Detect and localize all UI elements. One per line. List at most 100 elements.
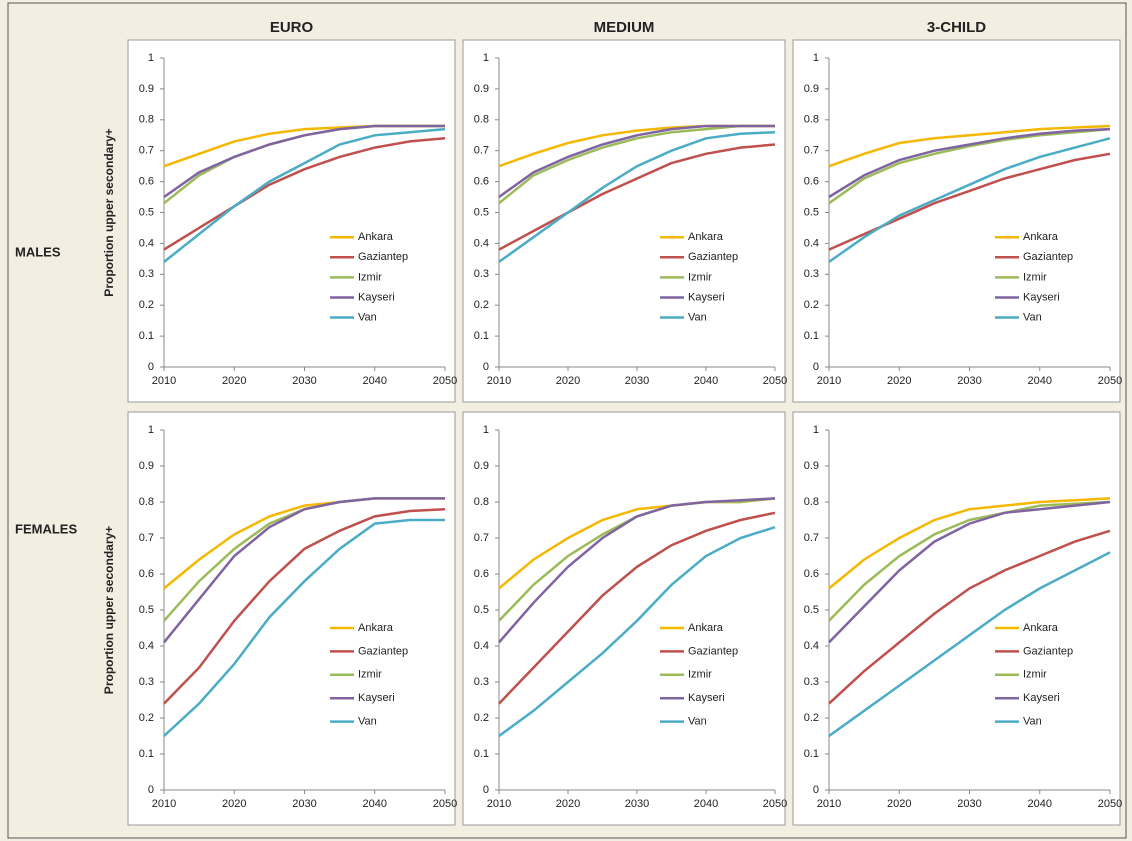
y-tick-label: 0.9	[804, 460, 819, 472]
legend-label: Ankara	[688, 231, 724, 243]
y-tick-label: 0.8	[474, 114, 489, 126]
series-line	[163, 497, 445, 644]
legend-label: Kayseri	[688, 692, 725, 704]
column-header: EURO	[270, 19, 314, 36]
y-tick-label: 0.7	[474, 145, 489, 157]
x-tick-label: 2030	[957, 798, 981, 810]
legend-label: Gaziantep	[688, 645, 738, 657]
y-tick-label: 0.9	[804, 83, 819, 95]
y-tick-label: 0.3	[474, 268, 489, 280]
x-tick-label: 2010	[487, 375, 511, 387]
y-tick-label: 0.7	[804, 532, 819, 544]
legend-label: Van	[358, 716, 377, 728]
panel	[792, 411, 1121, 826]
x-tick-label: 2050	[763, 375, 787, 387]
x-tick-label: 2020	[887, 375, 911, 387]
x-tick-label: 2050	[1098, 798, 1122, 810]
legend-label: Ankara	[358, 231, 394, 243]
x-tick-label: 2050	[1098, 375, 1122, 387]
panel	[462, 411, 786, 826]
y-tick-label: 0.3	[804, 676, 819, 688]
y-tick-label: 0.1	[474, 330, 489, 342]
x-tick-label: 2030	[957, 375, 981, 387]
y-tick-label: 0.1	[139, 330, 154, 342]
y-tick-label: 0.4	[804, 237, 819, 249]
y-tick-label: 0.2	[804, 712, 819, 724]
legend-label: Gaziantep	[358, 251, 408, 263]
y-tick-label: 0.6	[139, 176, 154, 188]
y-tick-label: 0.9	[474, 83, 489, 95]
y-tick-label: 0.1	[139, 748, 154, 760]
y-tick-label: 0.7	[139, 145, 154, 157]
y-tick-label: 0.7	[474, 532, 489, 544]
legend-label: Ankara	[1023, 231, 1059, 243]
series-line	[498, 497, 776, 644]
y-tick-label: 0.6	[804, 568, 819, 580]
frame	[7, 2, 1127, 839]
x-tick-label: 2030	[292, 375, 316, 387]
legend-label: Gaziantep	[1023, 645, 1073, 657]
series-line	[163, 124, 445, 199]
x-tick-label: 2020	[887, 798, 911, 810]
legend-label: Van	[1023, 716, 1042, 728]
panel	[127, 39, 456, 403]
x-tick-label: 2030	[625, 375, 649, 387]
y-tick-label: 1	[483, 424, 489, 436]
legend-label: Izmir	[358, 271, 382, 283]
x-tick-label: 2050	[433, 375, 457, 387]
series-line	[828, 137, 1111, 263]
y-tick-label: 1	[813, 52, 819, 64]
y-tick-label: 0.3	[139, 676, 154, 688]
y-tick-label: 1	[813, 424, 819, 436]
y-tick-label: 0.4	[804, 640, 819, 652]
y-axis-label: Proportion upper secondary+	[102, 526, 116, 694]
series-line	[163, 518, 445, 737]
series-line	[828, 500, 1111, 622]
legend-label: Kayseri	[358, 692, 395, 704]
y-tick-label: 1	[148, 424, 154, 436]
legend-label: Izmir	[688, 669, 712, 681]
y-tick-label: 0.1	[474, 748, 489, 760]
y-tick-label: 0.3	[804, 268, 819, 280]
y-tick-label: 1	[483, 52, 489, 64]
y-tick-label: 0	[813, 784, 819, 796]
y-tick-label: 0.4	[474, 640, 489, 652]
legend-label: Van	[358, 311, 377, 323]
y-tick-label: 0.5	[804, 206, 819, 218]
series-line	[163, 507, 446, 705]
legend-label: Ankara	[688, 622, 724, 634]
legend-label: Kayseri	[358, 291, 395, 303]
x-tick-label: 2010	[152, 375, 176, 387]
x-tick-label: 2020	[222, 798, 246, 810]
series-line	[828, 497, 1111, 590]
legend-label: Kayseri	[688, 291, 725, 303]
legend-label: Kayseri	[1023, 291, 1060, 303]
y-tick-label: 0.9	[139, 83, 154, 95]
panel	[127, 411, 456, 826]
y-tick-label: 0.4	[139, 640, 154, 652]
legend-label: Van	[688, 311, 707, 323]
legend-label: Ankara	[358, 622, 394, 634]
y-tick-label: 0.8	[474, 496, 489, 508]
x-tick-label: 2010	[817, 798, 841, 810]
y-tick-label: 0.7	[139, 532, 154, 544]
series-line	[498, 511, 776, 705]
y-tick-label: 0.5	[474, 604, 489, 616]
series-line	[828, 529, 1111, 705]
x-tick-label: 2020	[556, 798, 580, 810]
x-tick-label: 2010	[817, 375, 841, 387]
series-line	[828, 124, 1111, 168]
y-tick-label: 0.8	[804, 496, 819, 508]
series-line	[828, 551, 1111, 738]
y-tick-label: 0.8	[139, 114, 154, 126]
x-tick-label: 2040	[694, 375, 718, 387]
y-tick-label: 0.6	[474, 568, 489, 580]
y-tick-label: 0.6	[474, 176, 489, 188]
series-line	[498, 526, 776, 738]
y-tick-label: 0.5	[139, 206, 154, 218]
x-tick-label: 2020	[222, 375, 246, 387]
y-tick-label: 0.7	[804, 145, 819, 157]
y-tick-label: 0.9	[474, 460, 489, 472]
legend-label: Gaziantep	[358, 645, 408, 657]
y-axis-label: Proportion upper secondary+	[102, 128, 116, 296]
